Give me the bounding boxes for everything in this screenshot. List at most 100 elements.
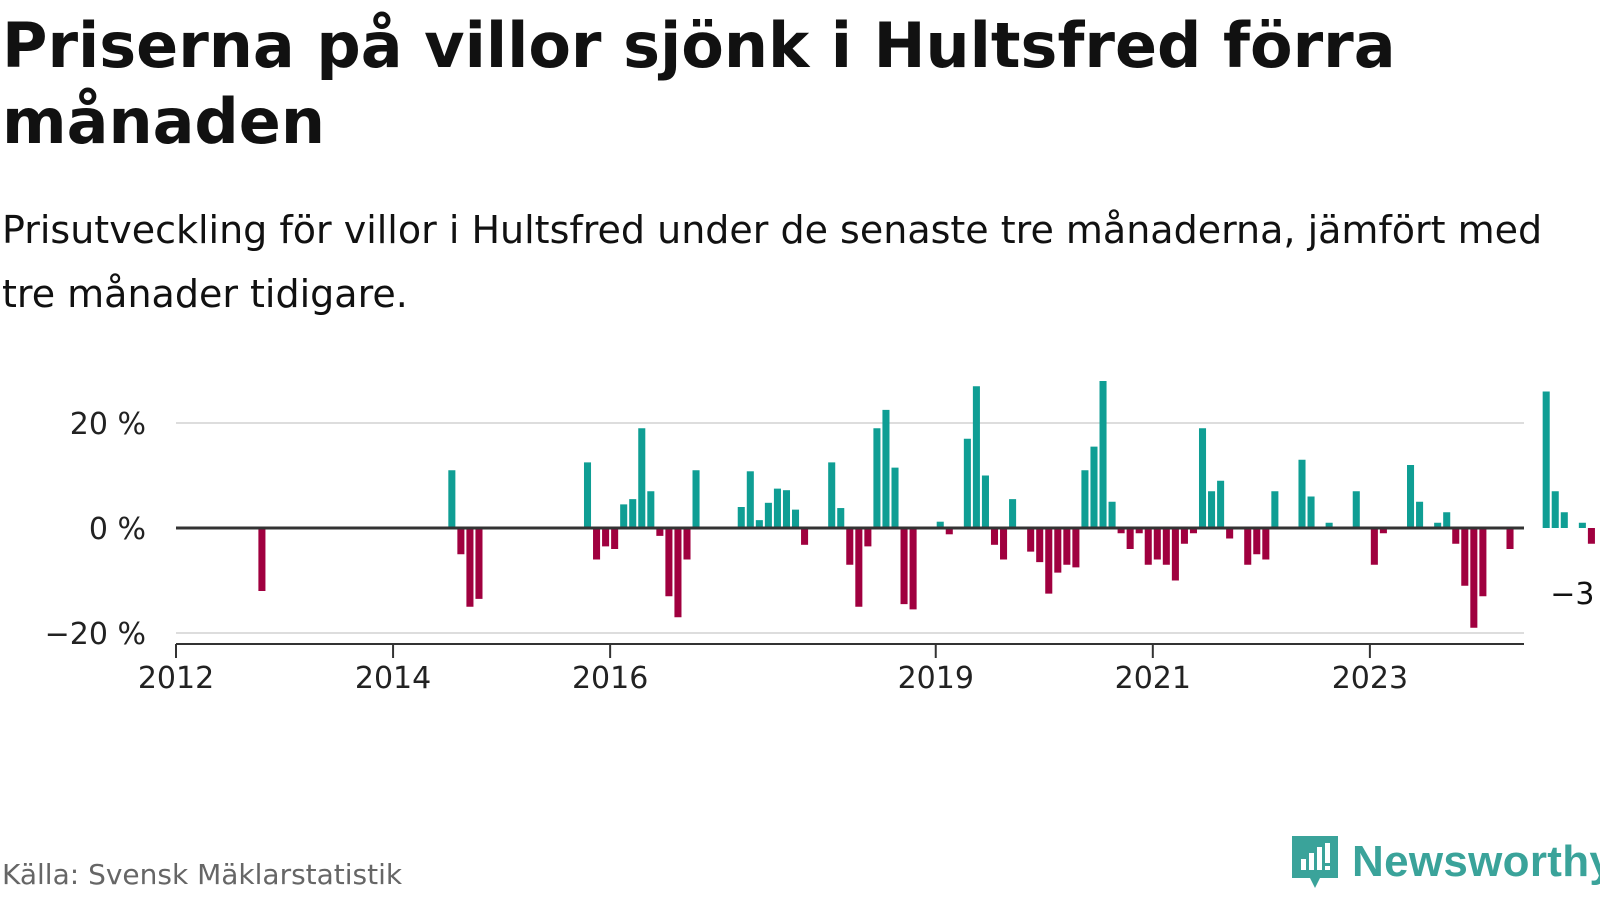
bar-negative — [1253, 528, 1261, 555]
bar-negative — [1587, 528, 1595, 544]
y-axis: 20 % 0 % −20 % — [45, 407, 1524, 652]
bar-positive — [1560, 512, 1568, 528]
bar-positive — [837, 508, 845, 528]
bar-negative — [1470, 528, 1478, 628]
y-tick-label: 20 % — [70, 407, 146, 442]
bar-positive — [737, 507, 745, 528]
bar-negative — [855, 528, 863, 607]
bar-negative — [1379, 528, 1387, 534]
bar-positive — [1208, 491, 1216, 528]
bar-negative — [945, 528, 953, 535]
bar-positive — [1434, 522, 1442, 528]
bar-negative — [846, 528, 854, 565]
bars — [258, 381, 1595, 628]
bar-positive — [1009, 499, 1017, 529]
bar-positive — [755, 520, 763, 529]
bar-positive — [448, 470, 456, 528]
bar-positive — [1352, 491, 1360, 528]
bar-positive — [1081, 470, 1089, 528]
bar-negative — [1262, 528, 1270, 560]
bar-positive — [1551, 491, 1559, 528]
chart-title: Priserna på villor sjönk i Hultsfred för… — [2, 9, 1396, 158]
grid-lines — [176, 422, 1524, 634]
bar-negative — [909, 528, 917, 610]
bar-negative — [593, 528, 601, 560]
bar-negative — [1000, 528, 1008, 560]
bar-positive — [1443, 512, 1451, 528]
bar-positive — [647, 491, 655, 528]
bar-negative — [1189, 528, 1197, 534]
bar-negative — [1461, 528, 1469, 586]
bar-negative — [1452, 528, 1460, 544]
bar-negative — [1072, 528, 1080, 568]
bar-positive — [981, 475, 989, 528]
bar-chart: 20 % 0 % −20 % 2012 2014 2016 2019 2021 2023 −3… — [45, 381, 1600, 696]
bar-negative — [665, 528, 673, 597]
bar-negative — [674, 528, 682, 618]
bar-positive — [620, 504, 628, 529]
bar-negative — [1506, 528, 1514, 549]
bar-positive — [873, 428, 881, 528]
bar-positive — [1090, 446, 1098, 529]
bar-negative — [864, 528, 872, 547]
bar-positive — [792, 509, 800, 529]
bar-positive — [1325, 522, 1333, 528]
bar-negative — [656, 528, 664, 536]
bar-positive — [1298, 459, 1306, 528]
bar-positive — [1542, 391, 1550, 528]
bar-negative — [1180, 528, 1188, 544]
bar-positive — [1407, 465, 1415, 528]
y-tick-label: 0 % — [89, 512, 146, 547]
bar-negative — [1126, 528, 1134, 549]
bar-negative — [611, 528, 619, 549]
bar-negative — [466, 528, 474, 607]
bar-positive — [963, 438, 971, 528]
bar-positive — [1307, 496, 1315, 528]
bar-positive — [692, 470, 700, 528]
x-tick-label: 2021 — [1115, 661, 1191, 696]
bar-positive — [891, 467, 899, 529]
bar-positive — [629, 499, 637, 529]
bar-negative — [1479, 528, 1487, 597]
bar-positive — [936, 521, 944, 528]
source-note: Källa: Svensk Mäklarstatistik — [2, 858, 403, 891]
bar-negative — [258, 528, 266, 591]
bar-negative — [1117, 528, 1125, 534]
bar-negative — [475, 528, 483, 599]
x-axis: 2012 2014 2016 2019 2021 2023 — [138, 643, 1524, 696]
bar-positive — [972, 386, 980, 528]
bar-negative — [602, 528, 610, 547]
bar-negative — [1370, 528, 1378, 565]
bar-positive — [782, 490, 791, 528]
x-tick-label: 2014 — [355, 661, 431, 696]
bar-positive — [1198, 428, 1207, 528]
bar-positive — [638, 428, 646, 528]
x-tick-label: 2016 — [572, 661, 648, 696]
bar-negative — [1135, 528, 1143, 534]
last-value-label: −3 % — [1550, 577, 1600, 612]
bar-negative — [801, 528, 809, 545]
bar-negative — [1153, 528, 1161, 560]
brand-logo: Newsworthy — [1290, 834, 1600, 890]
bar-negative — [1171, 528, 1179, 581]
bar-positive — [828, 462, 836, 529]
bar-negative — [1162, 528, 1170, 565]
bar-positive — [1108, 501, 1116, 528]
x-tick-label: 2023 — [1332, 661, 1408, 696]
newsworthy-logo-icon — [1292, 836, 1338, 888]
bar-positive — [1271, 491, 1279, 528]
bar-positive — [1217, 480, 1225, 528]
bar-negative — [1144, 528, 1152, 565]
bar-negative — [1063, 528, 1071, 565]
bar-negative — [457, 528, 465, 555]
bar-positive — [1099, 381, 1107, 528]
y-tick-label: −20 % — [45, 617, 146, 652]
bar-negative — [1244, 528, 1252, 565]
bar-negative — [990, 528, 999, 545]
bar-positive — [746, 471, 754, 528]
bar-positive — [1416, 501, 1424, 528]
bar-negative — [900, 528, 908, 605]
bar-positive — [583, 462, 592, 529]
bar-positive — [764, 502, 772, 528]
bar-positive — [882, 409, 890, 529]
